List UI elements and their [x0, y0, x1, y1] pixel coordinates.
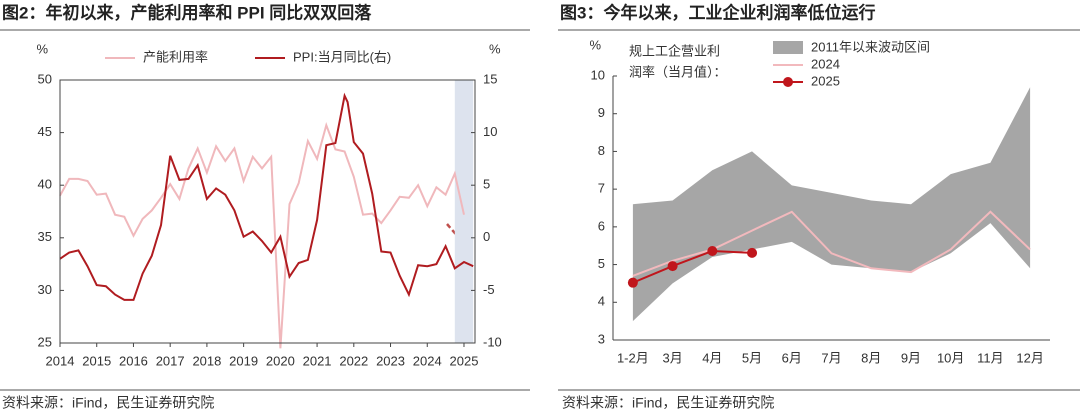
- x-tick-label: 2015: [82, 353, 111, 368]
- y2-tick-label: 0: [483, 229, 490, 244]
- x-tick-label: 11月: [977, 350, 1004, 365]
- y-tick-label: 6: [598, 218, 605, 233]
- legend-marker: [783, 77, 793, 87]
- series-line: [59, 92, 474, 301]
- y-tick-label: 25: [38, 334, 52, 349]
- legend-swatch: [773, 41, 803, 54]
- series-line: [632, 249, 753, 284]
- y-tick-label: 45: [38, 124, 52, 139]
- y2-unit: %: [489, 41, 501, 56]
- x-tick-label: 7月: [821, 350, 841, 365]
- chart-title: 图2：年初以来，产能利用率和 PPI 同比双双回落: [2, 2, 372, 22]
- legend-title: 规上工企营业利: [629, 43, 720, 58]
- x-tick-label: 2016: [119, 353, 148, 368]
- legend-title: 润率（当月值）：: [629, 64, 727, 79]
- y-tick-label: 30: [38, 282, 52, 297]
- x-tick-label: 9月: [901, 350, 921, 365]
- y-tick-label: 7: [598, 181, 605, 196]
- y2-tick-label: 5: [483, 177, 490, 192]
- series-marker: [707, 245, 718, 256]
- x-tick-label: 3月: [662, 350, 682, 365]
- y-tick-label: 35: [38, 229, 52, 244]
- x-tick-label: 10月: [937, 350, 964, 365]
- legend-label: 2011年以来波动区间: [811, 39, 930, 54]
- x-tick-label: 5月: [742, 350, 762, 365]
- range-area: [632, 87, 1031, 322]
- legend-label: 2024: [811, 56, 840, 71]
- series-marker: [747, 247, 758, 258]
- y-tick-label: 50: [38, 71, 52, 86]
- y-unit: %: [36, 41, 48, 56]
- y2-tick-label: 15: [483, 71, 497, 86]
- series-marker: [667, 261, 678, 272]
- y-tick-label: 40: [38, 177, 52, 192]
- plot-frame: [59, 79, 476, 344]
- x-tick-label: 2019: [229, 353, 258, 368]
- series-line: [59, 121, 465, 349]
- legend-label: PPI:当月同比(右): [293, 49, 391, 64]
- x-tick-label: 12月: [1016, 350, 1043, 365]
- x-tick-label: 4月: [702, 350, 722, 365]
- series-marker: [627, 277, 638, 288]
- series-line: [632, 210, 1031, 277]
- x-tick-label: 8月: [861, 350, 881, 365]
- y-tick-label: 4: [598, 294, 605, 309]
- y-tick-label: 9: [598, 105, 605, 120]
- x-tick-label: 2022: [339, 353, 368, 368]
- x-tick-label: 2020: [266, 353, 295, 368]
- x-tick-label: 2018: [192, 353, 221, 368]
- y-unit: %: [589, 37, 601, 52]
- y-tick-label: 3: [598, 331, 605, 346]
- source: 资料来源：iFind，民生证券研究院: [2, 395, 214, 411]
- x-tick-label: 2014: [46, 353, 75, 368]
- source: 资料来源：iFind，民生证券研究院: [562, 395, 774, 411]
- y-tick-label: 5: [598, 256, 605, 271]
- x-tick-label: 2017: [156, 353, 185, 368]
- legend-label: 产能利用率: [143, 49, 208, 64]
- x-tick-label: 2023: [376, 353, 405, 368]
- y-tick-label: 10: [591, 67, 605, 82]
- x-tick-label: 2021: [303, 353, 332, 368]
- x-tick-label: 2025: [450, 353, 479, 368]
- y-tick-label: 8: [598, 143, 605, 158]
- x-tick-label: 1-2月: [617, 350, 649, 365]
- y2-tick-label: 10: [483, 124, 497, 139]
- legend-label: 2025: [811, 73, 840, 88]
- x-tick-label: 6月: [782, 350, 802, 365]
- y2-tick-label: -10: [483, 334, 502, 349]
- x-tick-label: 2024: [413, 353, 442, 368]
- y2-tick-label: -5: [483, 282, 495, 297]
- chart-title: 图3：今年以来，工业企业利润率低位运行: [560, 2, 875, 22]
